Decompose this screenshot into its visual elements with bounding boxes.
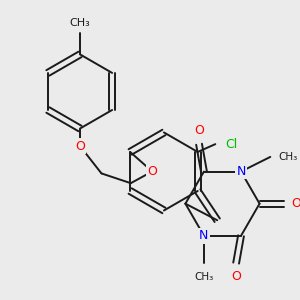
Text: O: O	[147, 165, 157, 178]
Text: CH₃: CH₃	[194, 272, 214, 282]
Text: O: O	[292, 197, 300, 210]
Text: CH₃: CH₃	[278, 152, 298, 162]
Text: N: N	[199, 229, 208, 242]
Text: CH₃: CH₃	[70, 18, 90, 28]
Text: O: O	[194, 124, 204, 137]
Text: N: N	[236, 165, 246, 178]
Text: O: O	[231, 270, 241, 283]
Text: O: O	[75, 140, 85, 153]
Text: Cl: Cl	[225, 138, 237, 151]
